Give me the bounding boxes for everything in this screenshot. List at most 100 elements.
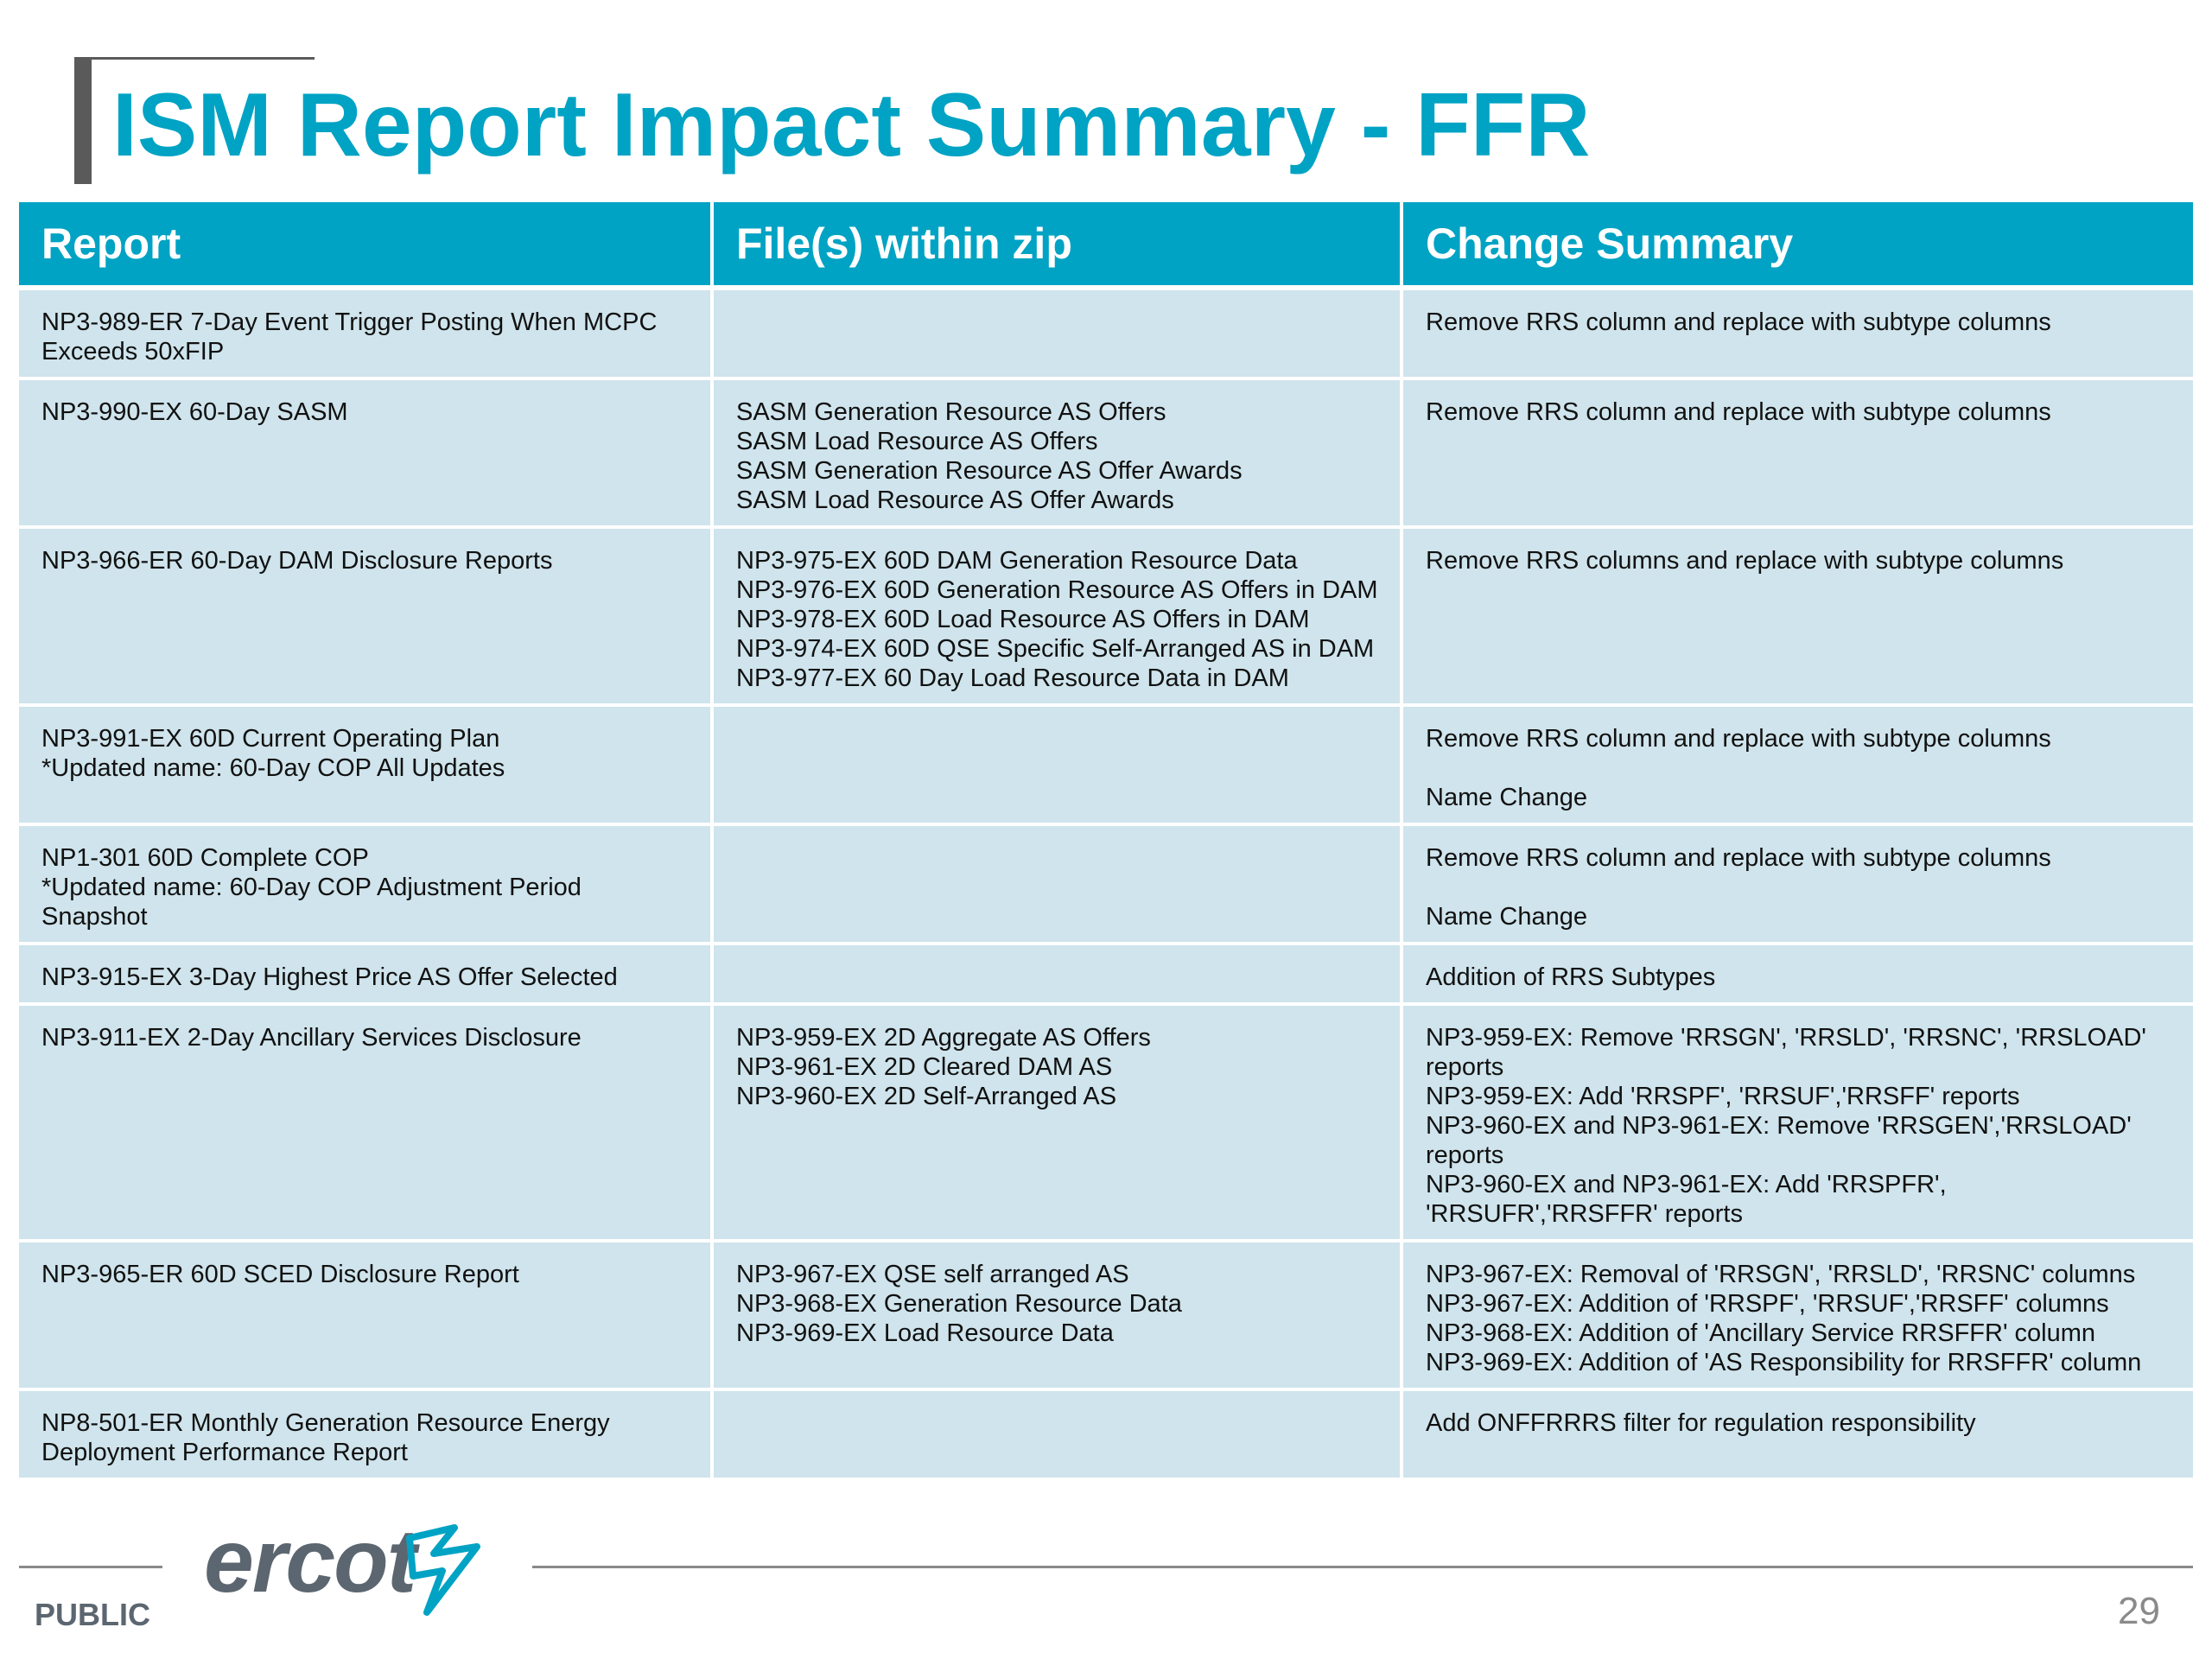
cell-line: *Updated name: 60-Day COP All Updates	[41, 754, 505, 782]
cell-line: Name Change	[1426, 784, 1587, 811]
cell-line: NP3-976-EX 60D Generation Resource AS Of…	[736, 576, 1378, 604]
change-summary-cell: Add ONFFRRRS filter for regulation respo…	[1402, 1389, 2193, 1481]
cell-line: Remove RRS columns and replace with subt…	[1426, 547, 2064, 575]
table-body: NP3-989-ER 7-Day Event Trigger Posting W…	[19, 288, 2193, 1481]
table-row: NP3-991-EX 60D Current Operating Plan *Up…	[19, 705, 2193, 826]
change-summary-cell: NP3-959-EX: Remove 'RRSGN', 'RRSLD', 'RR…	[1402, 1004, 2193, 1243]
cell-line: Remove RRS column and replace with subty…	[1426, 398, 2051, 426]
files-cell	[712, 944, 1403, 1006]
change-summary-cell: Addition of RRS Subtypes	[1402, 944, 2193, 1006]
report-cell: NP3-911-EX 2-Day Ancillary Services Disc…	[19, 1004, 714, 1243]
files-cell	[712, 824, 1403, 945]
report-cell: NP3-965-ER 60D SCED Disclosure Report	[19, 1241, 714, 1391]
cell-line: NP3-989-ER 7-Day Event Trigger Posting W…	[41, 308, 658, 336]
files-cell: NP3-967-EX QSE self arranged AS NP3-968-E…	[712, 1241, 1403, 1391]
table-row: NP3-911-EX 2-Day Ancillary Services Disc…	[19, 1004, 2193, 1243]
report-cell: NP3-966-ER 60-Day DAM Disclosure Reports	[19, 527, 714, 707]
cell-line: NP3-960-EX and NP3-961-EX: Remove 'RRSGE…	[1426, 1112, 2132, 1140]
cell-line: SASM Load Resource AS Offer Awards	[736, 486, 1174, 514]
cell-line: NP1-301 60D Complete COP	[41, 844, 369, 872]
cell-line: NP3-960-EX 2D Self-Arranged AS	[736, 1083, 1117, 1110]
slide-title: ISM Report Impact Summary - FFR	[112, 75, 1591, 175]
change-summary-cell: Remove RRS column and replace with subty…	[1402, 288, 2193, 380]
cell-line: Remove RRS column and replace with subty…	[1426, 725, 2051, 753]
cell-line: SASM Generation Resource AS Offer Awards	[736, 457, 1243, 485]
line-gap	[1426, 753, 2176, 783]
cell-line: Name Change	[1426, 903, 1587, 931]
cell-line: reports	[1426, 1053, 1504, 1081]
cell-line: NP3-960-EX and NP3-961-EX: Add 'RRSPFR',	[1426, 1171, 1947, 1198]
cell-line: *Updated name: 60-Day COP Adjustment Per…	[41, 874, 582, 931]
table-row: NP3-965-ER 60D SCED Disclosure Report NP3…	[19, 1241, 2193, 1391]
cell-line: NP3-967-EX QSE self arranged AS	[736, 1261, 1129, 1288]
cell-line: SASM Load Resource AS Offers	[736, 428, 1098, 455]
change-summary-cell: Remove RRS columns and replace with subt…	[1402, 527, 2193, 707]
table-row: NP8-501-ER Monthly Generation Resource E…	[19, 1389, 2193, 1481]
logo-wordmark: ercot	[204, 1511, 416, 1611]
cell-line: SASM Generation Resource AS Offers	[736, 398, 1166, 426]
cell-line: NP3-961-EX 2D Cleared DAM AS	[736, 1053, 1113, 1081]
change-summary-cell: Remove RRS column and replace with subty…	[1402, 705, 2193, 826]
table-header-row: Report File(s) within zip Change Summary	[19, 202, 2193, 290]
report-cell: NP8-501-ER Monthly Generation Resource E…	[19, 1389, 714, 1481]
cell-line: NP3-974-EX 60D QSE Specific Self-Arrange…	[736, 635, 1375, 663]
files-cell: NP3-975-EX 60D DAM Generation Resource D…	[712, 527, 1403, 707]
table-row: NP3-966-ER 60-Day DAM Disclosure Reports…	[19, 527, 2193, 707]
change-summary-cell: Remove RRS column and replace with subty…	[1402, 378, 2193, 529]
cell-line: NP3-977-EX 60 Day Load Resource Data in …	[736, 664, 1289, 692]
report-cell: NP3-915-EX 3-Day Highest Price AS Offer …	[19, 944, 714, 1006]
cell-line: Add ONFFRRRS filter for regulation respo…	[1426, 1409, 1976, 1437]
report-cell: NP3-990-EX 60-Day SASM	[19, 378, 714, 529]
footer-rule-right	[532, 1566, 2193, 1568]
cell-line: NP3-915-EX 3-Day Highest Price AS Offer …	[41, 963, 618, 991]
files-cell	[712, 288, 1403, 380]
files-cell: NP3-959-EX 2D Aggregate AS Offers NP3-961…	[712, 1004, 1403, 1243]
cell-line: NP3-967-EX: Removal of 'RRSGN', 'RRSLD',…	[1426, 1261, 2136, 1288]
cell-line: NP3-959-EX: Remove 'RRSGN', 'RRSLD', 'RR…	[1426, 1024, 2146, 1052]
cell-line: NP3-959-EX 2D Aggregate AS Offers	[736, 1024, 1151, 1052]
cell-line: NP3-978-EX 60D Load Resource AS Offers i…	[736, 606, 1310, 633]
report-cell: NP3-989-ER 7-Day Event Trigger Posting W…	[19, 288, 714, 380]
ercot-logo: ercot	[204, 1514, 498, 1626]
files-cell	[712, 705, 1403, 826]
change-summary-cell: Remove RRS column and replace with subty…	[1402, 824, 2193, 945]
cell-line: NP3-911-EX 2-Day Ancillary Services Disc…	[41, 1024, 582, 1052]
cell-line: NP3-975-EX 60D DAM Generation Resource D…	[736, 547, 1298, 575]
cell-line: Deployment Performance Report	[41, 1439, 408, 1466]
cell-line: NP3-968-EX: Addition of 'Ancillary Servi…	[1426, 1319, 2096, 1347]
page-number: 29	[2118, 1590, 2160, 1632]
line-gap	[1426, 873, 2176, 902]
cell-line: 'RRSUFR','RRSFFR' reports	[1426, 1200, 1743, 1228]
cell-line: reports	[1426, 1141, 1504, 1169]
report-cell: NP3-991-EX 60D Current Operating Plan *Up…	[19, 705, 714, 826]
cell-line: NP3-959-EX: Add 'RRSPF', 'RRSUF','RRSFF'…	[1426, 1083, 2020, 1110]
cell-line: NP3-991-EX 60D Current Operating Plan	[41, 725, 500, 753]
header-report: Report	[19, 202, 714, 290]
header-files: File(s) within zip	[712, 202, 1403, 290]
report-cell: NP1-301 60D Complete COP *Updated name: 6…	[19, 824, 714, 945]
title-accent-top	[74, 57, 315, 60]
cell-line: Remove RRS column and replace with subty…	[1426, 308, 2051, 336]
cell-line: Addition of RRS Subtypes	[1426, 963, 1716, 991]
table-row: NP3-990-EX 60-Day SASM SASM Generation Re…	[19, 378, 2193, 529]
title-accent-left	[74, 57, 92, 184]
cell-line: NP3-967-EX: Addition of 'RRSPF', 'RRSUF'…	[1426, 1290, 2109, 1318]
lightning-bolt-icon	[406, 1524, 480, 1616]
cell-line: NP3-968-EX Generation Resource Data	[736, 1290, 1182, 1318]
footer-rule-left	[19, 1566, 162, 1568]
cell-line: NP3-966-ER 60-Day DAM Disclosure Reports	[41, 547, 553, 575]
files-cell: SASM Generation Resource AS Offers SASM L…	[712, 378, 1403, 529]
cell-line: NP3-965-ER 60D SCED Disclosure Report	[41, 1261, 519, 1288]
cell-line: Exceeds 50xFIP	[41, 338, 225, 365]
header-change-summary: Change Summary	[1402, 202, 2193, 290]
cell-line: NP8-501-ER Monthly Generation Resource E…	[41, 1409, 610, 1437]
table-row: NP3-989-ER 7-Day Event Trigger Posting W…	[19, 288, 2193, 380]
change-summary-cell: NP3-967-EX: Removal of 'RRSGN', 'RRSLD',…	[1402, 1241, 2193, 1391]
impact-summary-table: Report File(s) within zip Change Summary…	[19, 202, 2193, 1481]
cell-line: NP3-969-EX: Addition of 'AS Responsibili…	[1426, 1349, 2142, 1376]
cell-line: NP3-969-EX Load Resource Data	[736, 1319, 1114, 1347]
table-row: NP3-915-EX 3-Day Highest Price AS Offer …	[19, 944, 2193, 1006]
table-row: NP1-301 60D Complete COP *Updated name: 6…	[19, 824, 2193, 945]
classification-label: PUBLIC	[35, 1597, 150, 1632]
cell-line: NP3-990-EX 60-Day SASM	[41, 398, 348, 426]
